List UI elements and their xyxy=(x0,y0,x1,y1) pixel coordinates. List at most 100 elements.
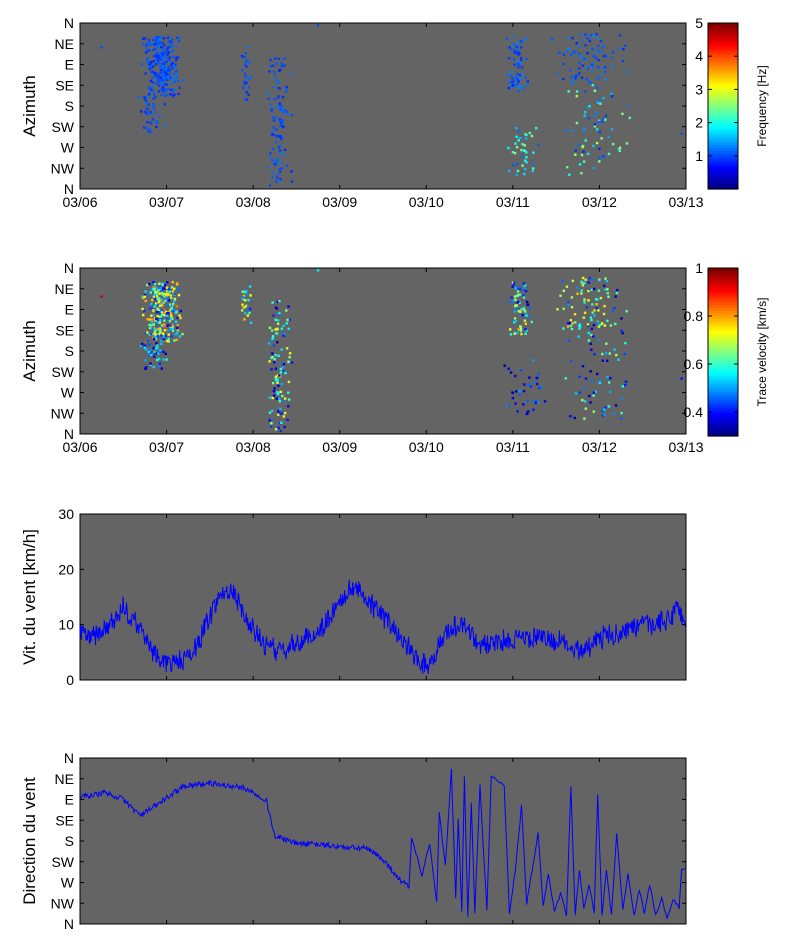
scatter-point xyxy=(535,127,538,130)
scatter-point xyxy=(141,295,144,298)
scatter-point xyxy=(163,323,166,326)
scatter-point xyxy=(282,399,285,403)
scatter-point xyxy=(163,314,166,317)
scatter-point xyxy=(597,66,600,69)
scatter-point xyxy=(590,33,593,37)
scatter-point xyxy=(527,303,530,306)
scatter-point xyxy=(516,51,519,54)
scatter-point xyxy=(161,282,164,286)
scatter-point xyxy=(268,70,271,73)
scatter-point xyxy=(578,163,582,166)
scatter-point xyxy=(588,288,592,292)
scatter-point xyxy=(179,309,182,313)
scatter-point xyxy=(165,286,169,289)
y-tick-label: E xyxy=(65,57,74,73)
scatter-point xyxy=(274,57,277,60)
scatter-point xyxy=(590,64,594,67)
scatter-point xyxy=(514,374,517,378)
scatter-point xyxy=(163,64,167,67)
y-tick-label: SW xyxy=(51,119,74,135)
scatter-point xyxy=(511,151,515,154)
scatter-point xyxy=(628,116,631,120)
scatter-point xyxy=(586,152,590,156)
scatter-point xyxy=(277,57,280,60)
scatter-point xyxy=(157,352,160,355)
scatter-point xyxy=(164,299,167,302)
scatter-point xyxy=(519,310,522,313)
scatter-point xyxy=(570,327,574,331)
scatter-point xyxy=(172,63,175,67)
y-tick-label: N xyxy=(64,181,74,197)
scatter-point xyxy=(277,319,280,322)
scatter-point xyxy=(165,294,168,297)
scatter-point xyxy=(153,331,157,335)
scatter-point xyxy=(280,348,283,351)
scatter-point xyxy=(567,339,570,342)
scatter-point xyxy=(280,412,284,415)
scatter-point xyxy=(594,390,597,393)
scatter-point xyxy=(520,66,524,69)
scatter-point xyxy=(268,342,271,345)
scatter-point xyxy=(278,312,281,315)
scatter-point xyxy=(143,295,147,298)
scatter-point xyxy=(525,161,528,164)
scatter-point xyxy=(176,323,179,327)
scatter-point xyxy=(622,47,625,51)
scatter-point xyxy=(578,324,581,327)
scatter-point xyxy=(590,333,593,337)
scatter-point xyxy=(144,299,147,303)
scatter-point xyxy=(173,93,176,96)
scatter-point xyxy=(537,401,540,404)
scatter-point xyxy=(510,86,513,89)
scatter-point xyxy=(603,284,606,287)
scatter-point xyxy=(599,39,603,43)
scatter-point xyxy=(148,323,151,327)
scatter-point xyxy=(146,120,149,124)
scatter-point xyxy=(148,282,151,286)
scatter-point xyxy=(585,306,589,309)
y-tick-label: SE xyxy=(55,812,74,828)
scatter-point xyxy=(517,328,520,331)
scatter-point xyxy=(581,276,585,280)
scatter-point xyxy=(243,56,246,59)
scatter-point xyxy=(170,317,173,321)
scatter-point xyxy=(598,120,601,124)
scatter-point xyxy=(511,35,514,39)
scatter-point xyxy=(155,55,158,58)
scatter-point xyxy=(157,62,161,65)
scatter-point xyxy=(596,77,600,80)
scatter-point xyxy=(604,66,607,69)
scatter-point xyxy=(278,103,282,106)
scatter-point xyxy=(513,317,517,320)
scatter-point xyxy=(523,286,526,289)
scatter-point xyxy=(156,358,159,362)
scatter-point xyxy=(156,334,159,338)
scatter-point xyxy=(169,93,172,96)
scatter-point xyxy=(586,52,589,55)
scatter-point xyxy=(596,51,599,54)
scatter-point xyxy=(280,121,283,124)
scatter-point xyxy=(268,419,271,422)
scatter-point xyxy=(588,105,591,108)
scatter-point xyxy=(516,286,520,290)
scatter-point xyxy=(519,40,522,43)
scatter-point xyxy=(167,65,170,69)
scatter-point xyxy=(172,303,175,306)
scatter-point xyxy=(558,51,561,54)
scatter-point xyxy=(158,41,162,45)
scatter-point xyxy=(523,172,526,176)
y-tick-label: NE xyxy=(55,281,74,297)
scatter-point xyxy=(278,412,281,415)
scatter-point xyxy=(155,302,158,305)
scatter-point xyxy=(593,353,596,356)
scatter-point xyxy=(596,298,599,301)
scatter-point xyxy=(242,294,246,297)
scatter-point xyxy=(523,309,526,312)
scatter-point xyxy=(165,70,168,73)
scatter-point xyxy=(574,149,577,152)
scatter-point xyxy=(268,411,272,414)
scatter-point xyxy=(163,44,166,47)
scatter-point xyxy=(516,294,519,298)
scatter-point xyxy=(510,48,513,51)
y-tick-label: NE xyxy=(55,36,74,52)
